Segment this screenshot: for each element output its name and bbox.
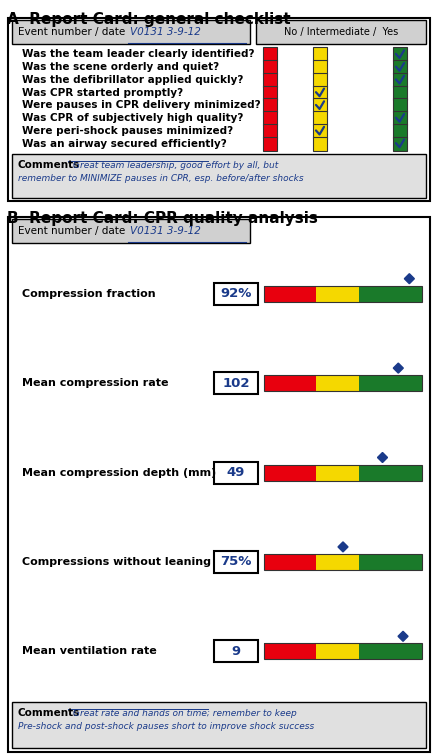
Bar: [264, 554, 316, 570]
Text: 75%: 75%: [220, 556, 252, 569]
Text: Was the scene orderly and quiet?: Was the scene orderly and quiet?: [22, 62, 219, 72]
Text: Mean ventilation rate: Mean ventilation rate: [22, 646, 157, 656]
Text: Was the defibrillator applied quickly?: Was the defibrillator applied quickly?: [22, 75, 244, 85]
Text: No / Intermediate /  Yes: No / Intermediate / Yes: [284, 27, 398, 37]
Bar: [263, 98, 277, 113]
Text: A  Report Card: general checklist: A Report Card: general checklist: [7, 12, 291, 27]
Text: Event number / date: Event number / date: [18, 226, 125, 236]
Text: Event number / date: Event number / date: [18, 27, 125, 37]
Bar: [263, 137, 277, 150]
Bar: [393, 48, 407, 61]
Bar: [316, 554, 359, 570]
Text: Comments: Comments: [18, 708, 80, 718]
Text: Compressions without leaning: Compressions without leaning: [22, 557, 211, 567]
Bar: [263, 124, 277, 138]
Bar: [214, 640, 258, 662]
Bar: [316, 375, 359, 391]
Text: Comments: Comments: [18, 160, 80, 170]
Bar: [264, 554, 422, 570]
Bar: [264, 643, 422, 659]
Bar: [393, 124, 407, 138]
Bar: [214, 372, 258, 394]
Bar: [264, 643, 316, 659]
Bar: [393, 137, 407, 150]
Bar: [214, 283, 258, 305]
Bar: [256, 20, 426, 44]
Bar: [313, 137, 327, 150]
Bar: [313, 85, 327, 100]
Bar: [393, 85, 407, 100]
Bar: [263, 73, 277, 87]
Bar: [12, 219, 250, 243]
Bar: [359, 464, 422, 481]
Text: V0131 3-9-12: V0131 3-9-12: [130, 27, 201, 37]
Text: Great rate and hands on time; remember to keep: Great rate and hands on time; remember t…: [73, 709, 297, 718]
Bar: [359, 375, 422, 391]
Bar: [12, 154, 426, 198]
Bar: [263, 111, 277, 125]
Bar: [264, 286, 422, 302]
Bar: [313, 73, 327, 87]
Bar: [12, 702, 426, 748]
Bar: [313, 60, 327, 74]
Text: 102: 102: [222, 376, 250, 389]
Bar: [264, 375, 422, 391]
Bar: [264, 375, 316, 391]
Text: Was CPR started promptly?: Was CPR started promptly?: [22, 88, 183, 98]
Text: Were pauses in CPR delivery minimized?: Were pauses in CPR delivery minimized?: [22, 101, 261, 110]
Text: B  Report Card: CPR quality analysis: B Report Card: CPR quality analysis: [7, 211, 318, 226]
Text: Was the team leader clearly identified?: Was the team leader clearly identified?: [22, 49, 254, 60]
Polygon shape: [398, 631, 408, 641]
Polygon shape: [393, 363, 403, 373]
Bar: [393, 111, 407, 125]
Polygon shape: [338, 542, 348, 552]
Bar: [316, 286, 359, 302]
Bar: [359, 286, 422, 302]
Text: Mean compression rate: Mean compression rate: [22, 378, 169, 388]
Bar: [214, 461, 258, 484]
Bar: [8, 217, 430, 752]
Bar: [12, 20, 250, 44]
Text: 92%: 92%: [220, 287, 252, 300]
Bar: [264, 464, 422, 481]
Polygon shape: [404, 274, 414, 284]
Bar: [316, 464, 359, 481]
Bar: [393, 73, 407, 87]
Bar: [313, 98, 327, 113]
Bar: [393, 98, 407, 113]
Text: V0131 3-9-12: V0131 3-9-12: [130, 226, 201, 236]
Bar: [264, 286, 316, 302]
Text: 9: 9: [231, 645, 240, 658]
Polygon shape: [378, 453, 388, 463]
Bar: [359, 643, 422, 659]
Text: 49: 49: [227, 466, 245, 479]
Bar: [263, 48, 277, 61]
Bar: [313, 124, 327, 138]
Bar: [313, 48, 327, 61]
Text: remember to MINIMIZE pauses in CPR, esp. before/after shocks: remember to MINIMIZE pauses in CPR, esp.…: [18, 174, 304, 183]
Text: Was CPR of subjectively high quality?: Was CPR of subjectively high quality?: [22, 113, 244, 123]
Bar: [214, 551, 258, 573]
Text: Was an airway secured efficiently?: Was an airway secured efficiently?: [22, 138, 227, 149]
Bar: [263, 85, 277, 100]
Bar: [316, 643, 359, 659]
Bar: [313, 111, 327, 125]
Bar: [359, 554, 422, 570]
Bar: [8, 18, 430, 201]
Text: Were peri-shock pauses minimized?: Were peri-shock pauses minimized?: [22, 126, 233, 136]
Bar: [263, 60, 277, 74]
Text: Mean compression depth (mm): Mean compression depth (mm): [22, 467, 216, 478]
Text: Great team leadership, good effort by all, but: Great team leadership, good effort by al…: [73, 161, 278, 170]
Text: Pre-shock and post-shock pauses short to improve shock success: Pre-shock and post-shock pauses short to…: [18, 722, 314, 731]
Bar: [393, 60, 407, 74]
Text: Compression fraction: Compression fraction: [22, 289, 155, 299]
Bar: [264, 464, 316, 481]
